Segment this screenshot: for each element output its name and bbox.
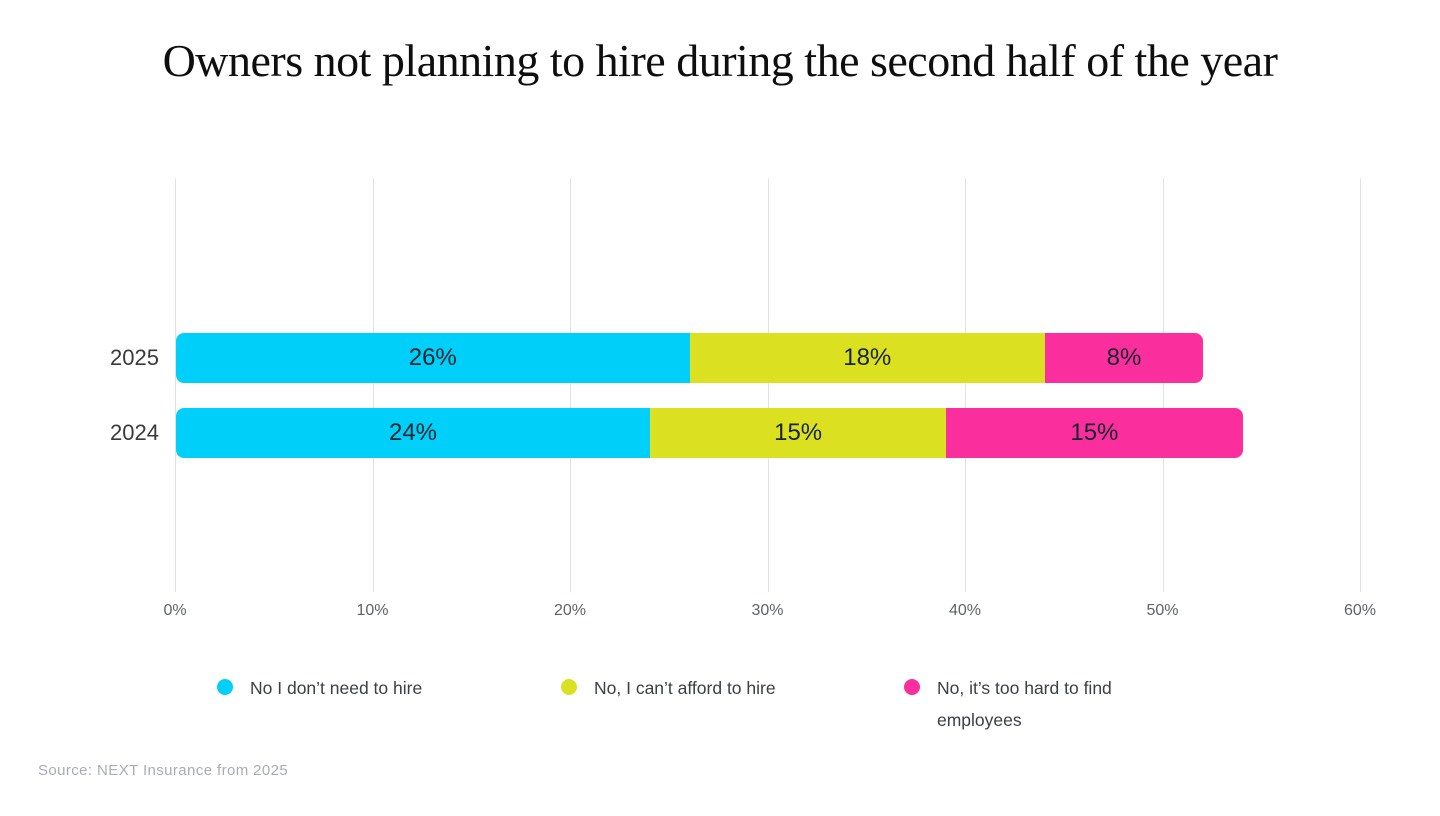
bar-segment: 26% (176, 333, 690, 383)
gridline (1162, 178, 1164, 592)
source-note: Source: NEXT Insurance from 2025 (38, 762, 289, 779)
legend-label: No, it’s too hard to find employees (937, 678, 1112, 731)
legend-item-need: No I don’t need to hire (217, 676, 422, 704)
legend: No I don’t need to hire No, I can’t affo… (0, 676, 1440, 746)
x-tick-label: 60% (1343, 602, 1377, 619)
gridline (965, 178, 966, 592)
legend-item-afford: No, I can’t afford to hire (561, 676, 776, 704)
x-tick-label: 50% (1146, 602, 1179, 619)
bar-segment: 8% (1045, 333, 1203, 383)
value-label: 24% (388, 419, 438, 446)
bar-row-2024: 2024 24% 15% 15% (110, 408, 1360, 458)
category-label: 2024 (110, 420, 159, 445)
legend-label: No, I can’t afford to hire (594, 678, 776, 698)
bar-segment: 18% (689, 333, 1045, 383)
chart-title: Owners not planning to hire during the s… (162, 35, 1278, 86)
gridline (1360, 178, 1361, 592)
plot-area: 2025 26% 18% 8% 2024 24% 15% 15% 0% 10% 20% 30% 40%… (110, 178, 1376, 619)
x-tick-label: 30% (751, 602, 784, 619)
value-label: 15% (774, 419, 823, 446)
gridline (372, 178, 374, 592)
legend-dot (904, 679, 920, 695)
bar-segment: 24% (176, 408, 650, 458)
legend-dot (217, 679, 233, 695)
stacked-bar: 26% 18% 8% (176, 333, 1203, 383)
x-axis: 0% 10% 20% 30% 40% 50% 60% (163, 602, 1376, 626)
legend-label: No I don’t need to hire (250, 678, 423, 698)
category-label: 2025 (110, 345, 159, 370)
bars: 2025 26% 18% 8% 2024 24% 15% 15% (110, 333, 1360, 483)
gridline (175, 178, 176, 592)
legend-item-hard-to-find: No, it’s too hard to find employees (904, 676, 1169, 737)
value-label: 15% (1070, 419, 1119, 446)
bar-segment: 15% (946, 408, 1243, 458)
legend-dot (561, 679, 577, 695)
stacked-bar: 24% 15% 15% (176, 408, 1243, 458)
bar-row-2025: 2025 26% 18% 8% (110, 333, 1360, 383)
value-label: 18% (843, 344, 892, 371)
gridline (767, 178, 769, 592)
x-tick-label: 0% (163, 602, 187, 619)
gridline (570, 178, 571, 592)
bar-segment: 15% (650, 408, 947, 458)
value-label: 8% (1106, 344, 1142, 371)
x-tick-label: 10% (356, 602, 389, 619)
x-tick-label: 20% (553, 602, 587, 619)
value-label: 26% (408, 344, 457, 371)
x-tick-label: 40% (948, 602, 982, 619)
